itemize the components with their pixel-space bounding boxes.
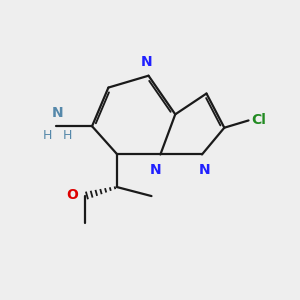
Text: O: O: [66, 188, 78, 202]
Text: H: H: [63, 129, 72, 142]
Text: N: N: [141, 55, 153, 69]
Text: H: H: [43, 129, 52, 142]
Text: Cl: Cl: [251, 113, 266, 128]
Text: N: N: [52, 106, 64, 120]
Text: N: N: [150, 164, 162, 177]
Text: N: N: [199, 164, 211, 177]
